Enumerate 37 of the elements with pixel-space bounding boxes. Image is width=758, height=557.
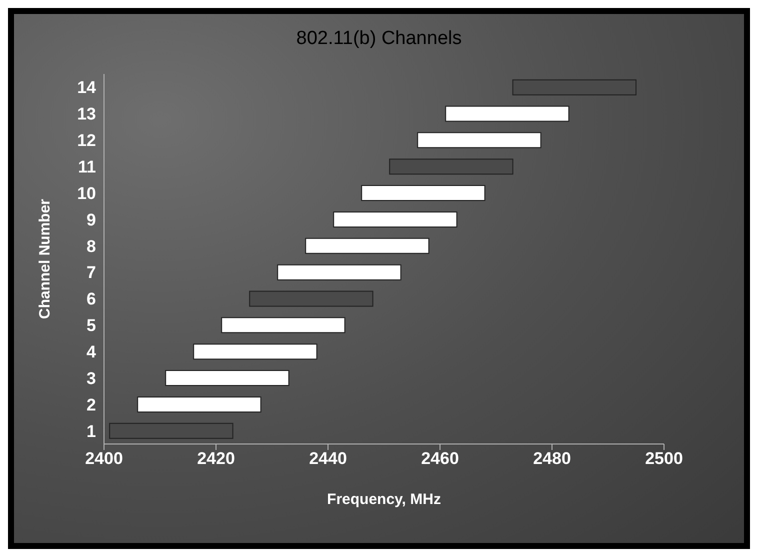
bar — [445, 106, 570, 122]
bar — [333, 211, 458, 228]
y-tick-label: 13 — [77, 104, 96, 124]
bar — [249, 290, 374, 307]
y-tick-label: 4 — [86, 342, 97, 362]
x-tick-label: 2440 — [309, 449, 347, 468]
bar — [512, 79, 636, 96]
chart-title: 802.11(b) Channels — [295, 27, 463, 51]
y-tick-label: 11 — [78, 158, 96, 177]
y-tick-label: 8 — [86, 236, 96, 256]
bar — [305, 238, 430, 254]
bar — [221, 317, 346, 334]
y-tick-label: 12 — [77, 131, 96, 150]
bar — [277, 264, 402, 280]
y-tick-label: 9 — [86, 210, 96, 230]
y-axis-title: Channel Number — [36, 198, 54, 320]
bar — [109, 422, 234, 439]
y-tick-label: 10 — [77, 184, 96, 203]
x-tick-label: 2420 — [197, 449, 235, 468]
y-tick-label: 6 — [86, 290, 96, 309]
x-axis-title: Frequency, MHz — [327, 491, 441, 508]
x-tick-label: 2400 — [85, 449, 123, 468]
y-tick-label: 7 — [86, 263, 96, 282]
bar — [193, 344, 318, 360]
y-tick-label: 3 — [86, 368, 96, 388]
x-tick-label: 2500 — [645, 449, 683, 468]
bar — [165, 370, 290, 386]
bar — [417, 132, 542, 148]
y-tick-label: 2 — [86, 395, 96, 414]
bar — [361, 185, 486, 202]
y-tick-label: 5 — [86, 316, 96, 336]
x-tick-label: 2480 — [533, 449, 571, 468]
y-tick-label: 14 — [77, 78, 97, 98]
y-tick-label: 1 — [86, 422, 96, 441]
bar — [137, 396, 262, 412]
x-tick-label: 2460 — [421, 449, 459, 468]
bar — [389, 158, 514, 175]
